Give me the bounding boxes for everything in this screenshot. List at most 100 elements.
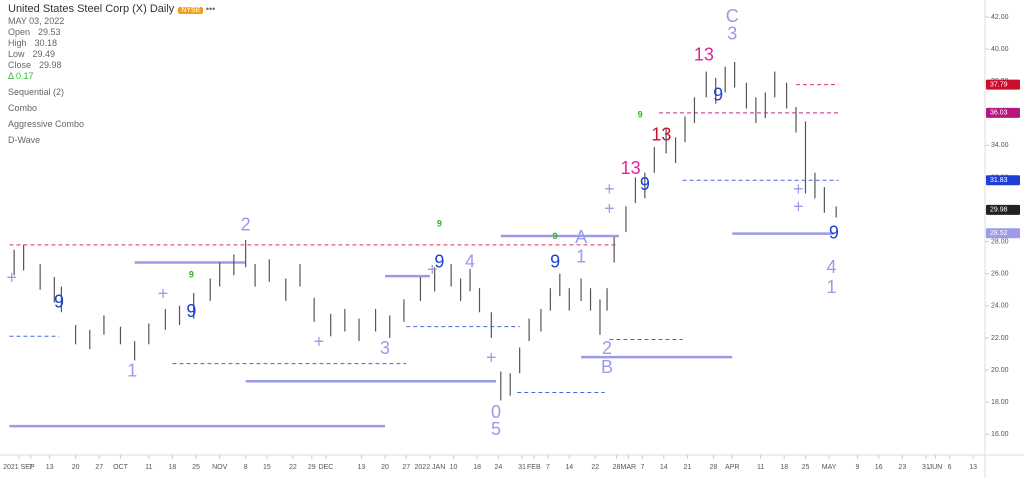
ohlc-label: Close [8,60,32,70]
x-tick-label: 11 [145,464,152,471]
x-tick-label: 24 [495,464,503,471]
x-tick-label: 15 [263,464,271,471]
x-tick-label: 20 [72,464,80,471]
annotation: + [7,267,18,287]
x-tick-label: 13 [46,464,54,471]
annotation: 9 [189,270,194,280]
x-tick-label: 21 [683,464,691,471]
ohlc-value: 29.98 [39,60,62,70]
annotation: + [793,179,804,199]
x-tick-label: 18 [473,464,481,471]
x-tick-label: 7 [29,464,33,471]
annotation: B [601,357,613,377]
price-tag [986,228,1020,239]
price-tag [986,107,1020,118]
x-tick-label: 7 [641,464,645,471]
annotation: 1 [127,360,137,380]
menu[interactable]: ••• [205,4,216,14]
annotation: + [793,197,804,217]
annotation: + [604,198,615,218]
ohlc-label: Low [8,49,25,59]
x-tick-label: 25 [192,464,200,471]
change: Δ 0.17 [8,71,34,81]
study[interactable]: Aggressive Combo [8,119,85,129]
x-tick-label: 27 [402,464,410,471]
studies: Sequential (2) Combo Aggressive Combo D-Wav… [8,87,215,146]
annotation: 9 [638,109,643,119]
annotation: + [486,348,497,368]
price-tag-label: 29.98 [990,207,1008,214]
ohlc-label: High [8,38,27,48]
price-tag-label: 36.03 [990,110,1008,117]
x-tick-label: 6 [948,464,952,471]
annotation: 9 [434,251,444,271]
x-tick-label: JUN [929,464,943,471]
y-tick-label: 16.00 [991,431,1009,438]
annotation: 9 [640,174,650,194]
x-tick-label: NOV [212,464,228,471]
header: United States Steel Corp (X) Daily NYSE •… [8,4,215,150]
x-tick-label: 11 [757,464,764,471]
y-tick-label: 42.00 [991,14,1009,21]
y-tick-label: 26.00 [991,271,1009,278]
x-tick-label: 16 [875,464,883,471]
x-tick-label: OCT [113,464,129,471]
ohlc-value: 29.53 [38,27,61,37]
x-tick-label: 22 [289,464,297,471]
annotation: 9 [829,222,839,242]
ohlc-value: 30.18 [34,38,58,48]
x-tick-label: 20 [381,464,389,471]
x-tick-label: MAR [621,464,637,471]
y-tick-label: 18.00 [991,399,1009,406]
annotation: 4 [826,257,836,277]
exchange-badge: NYSE [178,7,204,14]
annotation: + [314,331,325,351]
price-tag [986,79,1020,90]
x-tick-label: 13 [358,464,366,471]
study[interactable]: Combo [8,103,38,113]
x-tick-label: 25 [802,464,810,471]
x-tick-label: 23 [898,464,906,471]
x-tick-label: 31 [518,464,526,471]
annotation: 9 [186,301,196,321]
x-tick-label: 22 [591,464,599,471]
annotation: + [158,283,169,303]
price-tag-label: 31.83 [990,177,1008,184]
y-tick-label: 20.00 [991,367,1009,374]
ohlc-row: Close 29.98 [8,60,215,71]
ohlc-row: High 30.18 [8,38,215,49]
x-tick-label: 18 [169,464,177,471]
annotation: C [726,6,739,26]
annotation: 2 [602,338,612,358]
x-tick-label: 13 [969,464,977,471]
price-tag [986,175,1020,186]
x-tick-label: 10 [450,464,458,471]
x-tick-label: 28 [613,464,621,471]
ohlc: Open 29.53 High 30.18 Low 29.49 Close 29.98 [8,27,215,71]
symbol-title: United States Steel Corp (X) Daily [8,3,175,15]
ohlc-value: 29.49 [32,49,56,59]
annotation: A [575,227,587,247]
y-tick-label: 40.00 [991,46,1009,53]
annotation: 9 [550,251,560,271]
study[interactable]: D-Wave [8,135,41,145]
annotation: 9 [553,231,558,241]
annotation: 5 [491,419,501,439]
y-tick-label: 22.00 [991,335,1009,342]
price-tag-label: 28.52 [990,230,1008,237]
annotation: 9 [437,218,442,228]
annotation: 1 [826,277,836,297]
date: MAY 03, 2022 [8,16,65,26]
price-tag [986,204,1020,215]
x-tick-label: 27 [95,464,103,471]
y-tick-label: 34.00 [991,142,1009,149]
ohlc-row: Low 29.49 [8,49,215,60]
annotation: 2 [241,214,251,234]
x-tick-label: FEB [527,464,541,471]
study[interactable]: Sequential (2) [8,87,65,97]
x-tick-label: 18 [780,464,788,471]
price-tag-label: 37.79 [990,81,1008,88]
x-tick-label: 8 [244,464,248,471]
